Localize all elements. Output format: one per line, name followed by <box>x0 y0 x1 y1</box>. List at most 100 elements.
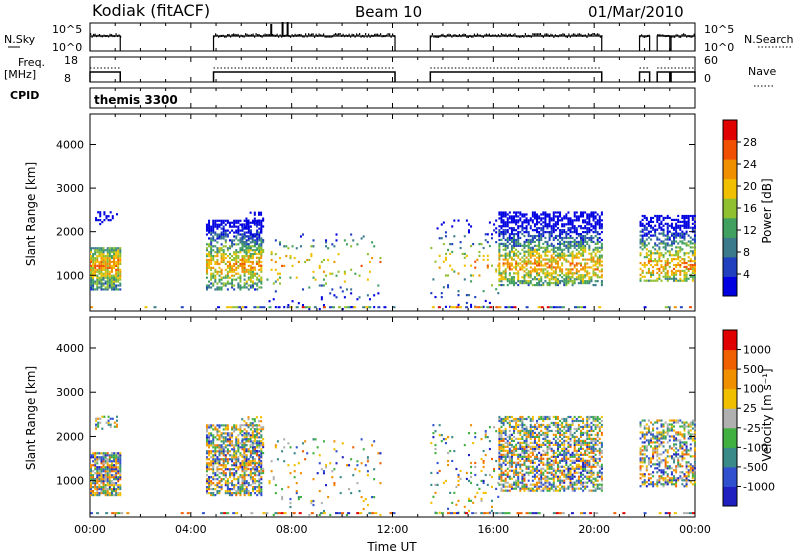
range-gate-cell <box>212 444 215 447</box>
range-gate-cell <box>559 266 562 269</box>
range-gate-cell <box>104 274 107 277</box>
range-gate-cell <box>222 472 225 475</box>
range-gate-cell <box>243 233 246 236</box>
range-gate-cell <box>533 489 536 492</box>
nsky-sample <box>566 35 569 38</box>
range-gate-cell <box>590 215 593 218</box>
range-gate-cell <box>500 242 503 245</box>
range-gate-cell <box>565 236 568 240</box>
range-gate-cell <box>320 296 323 299</box>
range-gate-cell <box>482 461 485 465</box>
nsearch-tick-low: 10^0 <box>704 41 734 54</box>
range-gate-cell <box>575 256 578 259</box>
range-gate-cell <box>243 254 246 258</box>
range-gate-cell <box>691 269 694 273</box>
range-gate-cell <box>639 279 642 282</box>
near-range-cell <box>489 306 493 309</box>
range-gate-cell <box>247 490 250 493</box>
range-gate-cell <box>119 470 122 473</box>
range-gate-cell <box>216 225 219 228</box>
range-gate-cell <box>111 215 114 218</box>
range-gate-cell <box>208 454 211 457</box>
range-gate-cell <box>224 484 227 487</box>
range-gate-cell <box>513 431 516 435</box>
range-gate-cell <box>205 233 208 236</box>
range-gate-cell <box>210 468 213 471</box>
range-gate-cell <box>104 462 107 465</box>
range-gate-cell <box>573 225 576 228</box>
nsky-sample <box>93 33 95 36</box>
range-gate-cell <box>594 272 597 275</box>
range-gate-cell <box>508 477 511 480</box>
range-gate-cell <box>540 256 543 259</box>
range-gate-cell <box>515 229 518 232</box>
range-gate-cell <box>577 276 580 279</box>
range-gate-cell <box>573 229 576 232</box>
range-gate-cell <box>552 282 555 285</box>
range-gate-cell <box>567 227 570 230</box>
range-gate-cell <box>463 235 466 238</box>
range-gate-cell <box>233 486 236 489</box>
range-gate-cell <box>212 460 215 463</box>
range-gate-cell <box>550 274 553 277</box>
nsky-sample <box>375 33 377 36</box>
range-gate-cell <box>205 486 208 489</box>
range-gate-cell <box>253 436 256 439</box>
range-gate-cell <box>515 242 518 245</box>
nsky-sample <box>243 35 245 38</box>
range-gate-cell <box>498 256 501 259</box>
nsky-sample <box>524 33 527 36</box>
range-gate-cell <box>498 229 501 232</box>
range-gate-cell <box>666 242 669 245</box>
range-gate-cell <box>588 278 591 281</box>
range-gate-cell <box>666 273 669 276</box>
range-gate-cell <box>247 239 250 242</box>
range-gate-cell <box>102 247 105 250</box>
range-gate-cell <box>515 262 518 265</box>
nsky-sample <box>234 33 236 36</box>
range-gate-cell <box>208 446 211 449</box>
range-gate-cell <box>556 221 559 224</box>
range-gate-cell <box>510 485 513 488</box>
range-gate-cell <box>679 256 682 259</box>
range-gate-cell <box>241 468 244 471</box>
range-gate-cell <box>592 260 595 263</box>
range-gate-cell <box>226 272 229 275</box>
range-gate-cell <box>260 455 263 459</box>
range-gate-cell <box>92 270 95 273</box>
range-gate-cell <box>639 254 642 257</box>
range-gate-cell <box>455 467 458 471</box>
range-gate-cell <box>510 445 513 448</box>
range-gate-cell <box>472 442 475 445</box>
nsky-sample <box>118 34 120 37</box>
range-gate-cell <box>525 465 528 468</box>
range-gate-cell <box>652 260 655 263</box>
range-gate-cell <box>500 225 503 228</box>
range-gate-cell <box>500 283 503 287</box>
range-gate-cell <box>218 462 221 465</box>
range-gate-cell <box>598 236 601 240</box>
range-gate-cell <box>90 286 92 289</box>
range-gate-cell <box>584 268 587 271</box>
range-gate-cell <box>243 284 246 287</box>
range-gate-cell <box>529 455 532 458</box>
range-gate-cell <box>577 282 580 285</box>
range-gate-cell <box>569 264 572 267</box>
range-gate-cell <box>260 459 263 463</box>
range-gate-cell <box>235 221 238 224</box>
range-gate-cell <box>527 445 530 448</box>
range-gate-cell <box>521 463 524 466</box>
range-gate-cell <box>515 240 518 244</box>
nsky-sample <box>329 35 331 38</box>
range-gate-cell <box>115 490 118 493</box>
range-gate-cell <box>256 493 259 497</box>
range-gate-cell <box>218 490 221 493</box>
range-gate-cell <box>508 266 511 269</box>
range-gate-cell <box>247 440 250 443</box>
range-gate-cell <box>100 276 103 279</box>
range-gate-cell <box>366 503 369 507</box>
range-gate-cell <box>231 444 234 447</box>
range-gate-cell <box>508 274 511 277</box>
range-gate-cell <box>687 240 690 243</box>
range-gate-cell <box>255 221 258 224</box>
